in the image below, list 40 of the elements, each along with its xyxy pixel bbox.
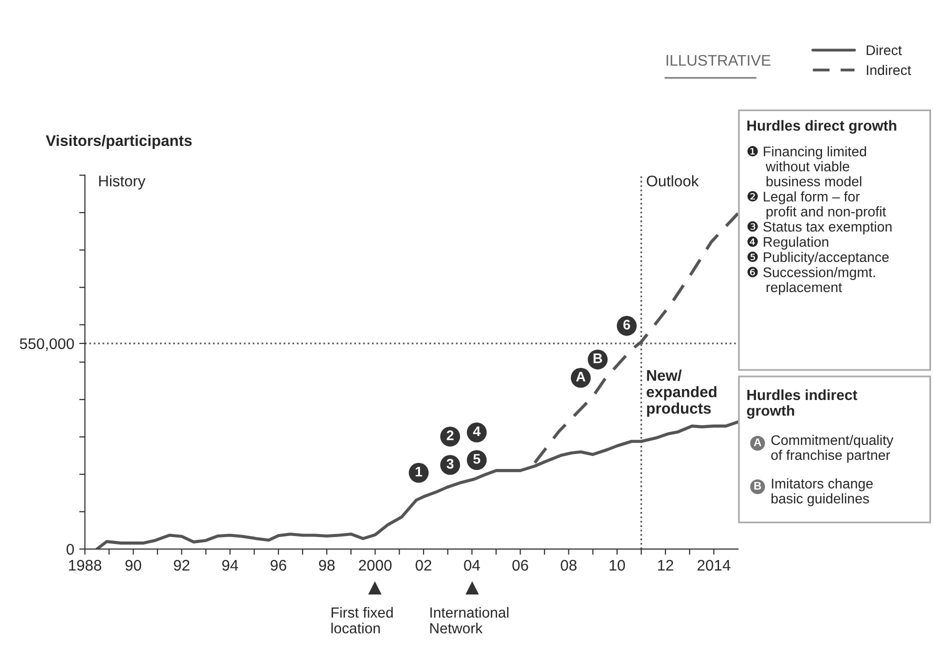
x-tick-label: 92 <box>174 560 190 571</box>
y-tick-label: 550,000 <box>20 338 74 351</box>
legend-label: Indirect <box>866 64 912 76</box>
text: ILLUSTRATIVE <box>666 54 770 66</box>
annotation: New/ expanded products <box>646 370 716 417</box>
x-tick-label: 90 <box>126 560 142 571</box>
x-tick-label: 10 <box>610 560 625 571</box>
x-tick-label: 1988 <box>69 560 102 571</box>
annotation: History <box>99 175 146 190</box>
ref-line-label: Outlook <box>646 175 699 186</box>
text: Imitators change basic guidelines <box>772 478 873 506</box>
annotation: 4 <box>473 426 481 436</box>
text: A <box>754 438 762 446</box>
annotation: 6 <box>623 320 630 330</box>
x-tick-label: 04 <box>464 560 480 571</box>
x-tick-label: 94 <box>222 560 238 571</box>
annotation: A <box>576 372 586 382</box>
annotation: 5 <box>473 454 480 464</box>
x-tick-label: 08 <box>560 560 577 571</box>
annotation: 1 <box>416 466 422 476</box>
text: Commitment/quality of franchise partner <box>771 434 894 463</box>
text: International Network <box>430 606 508 634</box>
text: Hurdles indirect growth <box>747 389 858 419</box>
text: Hurdles direct growth <box>747 120 896 134</box>
text: ❶ Financing limited without viable business model ❷ Legal form – for profit and non-profit ❸ Status tax exemption ❹ Regulation ❺ Publicity/acceptance ❻ Succession/mgmt. replacement <box>747 146 892 295</box>
x-tick-label: 02 <box>416 560 432 571</box>
x-tick-label: 2000 <box>358 560 392 571</box>
text: First fixed location <box>331 606 393 634</box>
annotation: 3 <box>446 458 454 469</box>
legend-label: Direct <box>866 44 902 56</box>
y-axis-title: Visitors/participants <box>46 134 192 150</box>
x-tick-label: 96 <box>270 560 286 571</box>
annotation: B <box>594 354 602 364</box>
x-tick-label: 2014 <box>698 560 730 571</box>
x-tick-label: 12 <box>658 560 674 571</box>
y-tick-label: 0 <box>66 544 74 555</box>
x-tick-label: 06 <box>512 560 528 571</box>
text: B <box>754 482 762 490</box>
annotation: 2 <box>446 430 454 440</box>
x-tick-label: 98 <box>319 560 335 571</box>
